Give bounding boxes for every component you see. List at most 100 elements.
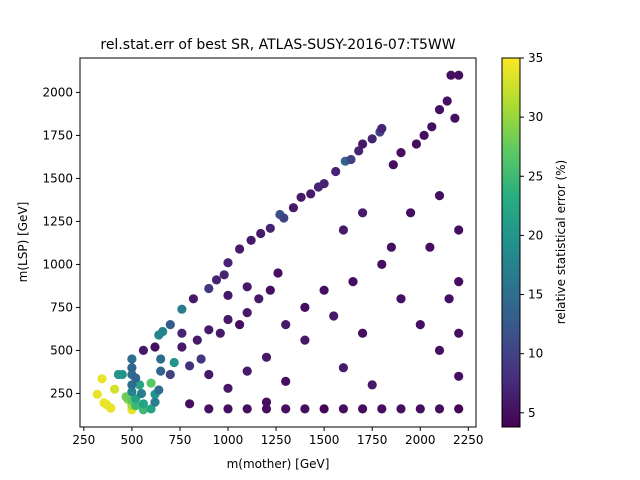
y-tick-label: 1750 [42,128,73,142]
data-point [97,374,107,384]
data-point [386,242,396,252]
data-point [150,342,160,352]
data-point [156,366,166,376]
x-tick-label: 500 [120,433,143,447]
data-point [377,259,387,269]
data-point [135,380,145,390]
data-point [281,376,291,386]
x-tick-label: 2000 [405,433,436,447]
y-axis: 250 500 750 1000 1250 1500 1750 2000 [42,85,80,400]
data-point [300,404,310,414]
colorbar-tick-label: 30 [528,110,543,124]
data-point [377,123,387,134]
data-point [219,270,229,280]
data-point [131,400,141,411]
colorbar-tick-label: 15 [528,288,543,302]
colorbar-tick-label: 10 [528,347,543,361]
data-point [204,283,214,294]
data-points [92,70,464,415]
data-point [156,354,166,364]
data-point [177,342,187,352]
y-tick-label: 500 [50,343,73,357]
data-point [331,166,341,177]
data-point [196,354,206,364]
x-tick-label: 250 [72,433,95,447]
data-point [146,404,156,414]
y-tick-label: 1250 [42,214,73,228]
data-point [235,244,245,254]
data-point [434,404,445,414]
data-point [131,373,141,383]
data-point [117,369,127,380]
data-point [254,294,264,304]
data-point [396,294,406,304]
data-point [138,399,148,409]
data-point [454,328,464,338]
data-point [223,290,233,300]
x-tick-label: 1250 [261,433,292,447]
data-point [242,404,252,414]
data-point [136,388,147,399]
data-point [223,314,233,325]
y-tick-label: 2000 [42,85,73,99]
x-tick-label: 1750 [357,433,388,447]
colorbar-tick-label: 25 [528,169,543,183]
y-tick-label: 1000 [42,257,73,271]
data-point [319,404,329,414]
data-point [150,397,160,407]
data-point [185,361,195,371]
data-point [358,404,368,414]
data-point [265,285,275,295]
data-point [223,404,233,414]
data-point [256,228,266,239]
data-point [388,160,398,170]
data-point [127,380,137,390]
data-point [235,320,245,330]
data-point [419,130,429,140]
plot-area: 250 500 750 1000 1250 1500 1750 2000 2250 250 500… [42,57,484,447]
data-point [367,134,377,144]
data-point [188,294,198,304]
data-point [446,70,456,80]
data-point [300,302,310,312]
data-point [346,154,356,165]
data-point [281,404,291,414]
data-point [192,335,202,345]
data-point [261,404,272,414]
data-point [354,146,364,156]
data-point [358,139,368,149]
data-point [127,354,137,364]
chart-title: rel.stat.err of best SR, ATLAS-SUSY-2016… [100,37,455,53]
data-point [454,70,464,80]
data-point [261,352,272,362]
data-point [154,330,164,340]
data-point [185,399,195,409]
colorbar-ticks: 5 10 15 20 25 30 35 [520,51,543,420]
data-point [358,208,368,218]
data-point [242,282,252,292]
data-point [415,404,425,414]
colorbar: 5 10 15 20 25 30 35 relative statistical error… [501,51,568,428]
data-point [454,225,464,235]
data-point [434,105,445,115]
data-point [396,148,406,158]
data-point [273,268,283,278]
data-point [367,380,377,390]
data-point [177,304,187,314]
data-point [261,397,272,407]
data-point [279,213,289,223]
data-point [169,357,179,368]
y-tick-label: 1500 [42,171,73,185]
data-point [450,113,460,123]
y-axis-title: m(LSP) [GeV] [16,202,30,283]
colorbar-gradient [501,57,521,428]
colorbar-tick-label: 20 [528,228,543,242]
x-tick-label: 750 [169,433,192,447]
data-point [146,378,156,388]
data-point [377,404,387,414]
data-point [434,345,445,355]
data-point [288,203,298,213]
data-point [127,363,137,373]
data-point [204,404,214,414]
